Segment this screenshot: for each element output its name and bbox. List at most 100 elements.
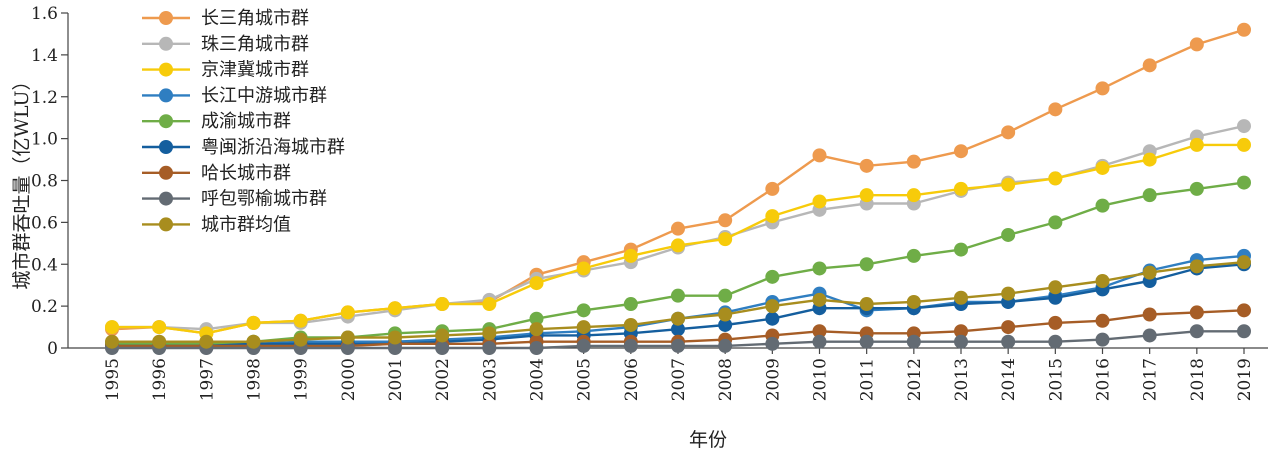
x-tick-label: 1995 [103, 358, 123, 401]
series-8-point [1048, 334, 1063, 349]
x-tick-label: 2014 [999, 358, 1019, 401]
series-9-point [199, 334, 214, 349]
x-tick-label: 1999 [292, 358, 312, 401]
series-3-point [1048, 171, 1063, 186]
x-tick-label: 2005 [575, 358, 595, 401]
series-9-point [529, 322, 544, 337]
x-tick-label: 2018 [1188, 358, 1208, 401]
series-8-point [671, 338, 685, 353]
legend-swatch-marker [159, 62, 173, 77]
series-1-point [671, 221, 685, 236]
series-9-point [765, 299, 780, 314]
series-1-point [859, 158, 874, 173]
series-5-point [576, 303, 591, 318]
x-axis-title: 年份 [689, 429, 727, 451]
legend-label: 呼包鄂榆城市群 [201, 189, 327, 210]
series-7-point [812, 324, 827, 339]
series-9-point [340, 330, 355, 345]
series-7-point [1048, 315, 1063, 330]
legend-item: 呼包鄂榆城市群 [142, 189, 327, 210]
series-9-point [718, 307, 733, 322]
series-8-point [529, 341, 544, 355]
series-5-point [1237, 175, 1251, 190]
series-8-point [718, 338, 733, 353]
series-8-point [482, 341, 497, 355]
legend-item: 哈长城市群 [142, 163, 291, 184]
series-1-point [1189, 37, 1204, 52]
series-5-point [1048, 215, 1063, 230]
series-3-point [482, 297, 497, 312]
series-9-point [246, 334, 261, 349]
series-6-point [718, 317, 733, 332]
x-tick-label: 1997 [197, 358, 217, 401]
series-3-point [812, 194, 827, 209]
series-3-point [1189, 137, 1204, 152]
series-3-point [906, 188, 921, 203]
x-tick-label: 2002 [433, 358, 453, 401]
y-tick-label: 0.2 [31, 297, 58, 317]
x-tick-label: 2019 [1235, 358, 1255, 401]
x-tick-label: 2011 [858, 358, 878, 401]
series-6-point [1048, 290, 1063, 305]
series-5-point [1095, 198, 1110, 213]
series-1-point [1142, 58, 1157, 73]
series-3-point [1237, 137, 1251, 152]
series-8-point [812, 334, 827, 349]
x-tick-label: 1998 [245, 358, 265, 401]
y-tick-label: 0.4 [31, 255, 58, 275]
y-tick-label: 1.2 [31, 88, 58, 108]
legend-item: 长江中游城市群 [142, 85, 327, 106]
series-5-point [623, 297, 638, 312]
series-3-point [1095, 160, 1110, 175]
series-8-point [1237, 324, 1251, 339]
x-tick-label: 2006 [622, 358, 642, 401]
y-axis-title: 城市群吞吐量（亿WLU） [11, 71, 33, 289]
legend-item: 成渝城市群 [142, 111, 291, 132]
x-tick-label: 2009 [763, 358, 783, 401]
series-1-point [812, 148, 827, 163]
series-3-point [388, 301, 402, 316]
series-9-point [1237, 255, 1251, 270]
series-8-point [1095, 332, 1110, 347]
legend-swatch-marker [159, 165, 173, 180]
series-5-point [529, 311, 544, 326]
legend-item: 粤闽浙沿海城市群 [142, 137, 345, 158]
series-5-point [1189, 181, 1204, 196]
series-8-point [340, 341, 355, 355]
x-tick-label: 2004 [528, 358, 548, 401]
series-3-point [1001, 177, 1016, 192]
y-tick-label: 0 [47, 339, 58, 359]
legend-label: 粤闽浙沿海城市群 [201, 137, 345, 158]
series-8-point [576, 338, 591, 353]
series-3-point [718, 232, 733, 247]
legend: 长三角城市群珠三角城市群京津冀城市群长江中游城市群成渝城市群粤闽浙沿海城市群哈长… [142, 8, 345, 235]
series-9-point [623, 317, 638, 332]
series-3-point [765, 209, 780, 224]
series-7-point [954, 324, 968, 339]
series-2-point [1237, 119, 1251, 134]
series-9-point [1048, 280, 1063, 295]
series-9-point [576, 320, 591, 335]
series-8-point [765, 336, 780, 351]
series-9-point [152, 334, 167, 349]
y-tick-label: 0.8 [31, 172, 58, 192]
x-tick-label: 2000 [339, 358, 359, 401]
series-5-point [718, 288, 733, 303]
y-tick-label: 0.6 [31, 213, 58, 233]
series-9-point [1095, 274, 1110, 288]
series-8-point [1189, 324, 1204, 339]
series-9-point [671, 311, 685, 326]
x-tick-label: 2003 [480, 358, 500, 401]
series-3-point [293, 313, 308, 328]
series-5-point [1142, 188, 1157, 203]
series-6-point [765, 311, 780, 326]
series-8-point [1142, 328, 1157, 343]
series-8-point [859, 334, 874, 349]
series-8-point [435, 341, 450, 355]
legend-label: 哈长城市群 [201, 163, 291, 184]
series-layer [105, 22, 1251, 355]
series-9-point [906, 294, 921, 309]
series-8-point [954, 334, 968, 349]
series-3 [105, 137, 1251, 341]
